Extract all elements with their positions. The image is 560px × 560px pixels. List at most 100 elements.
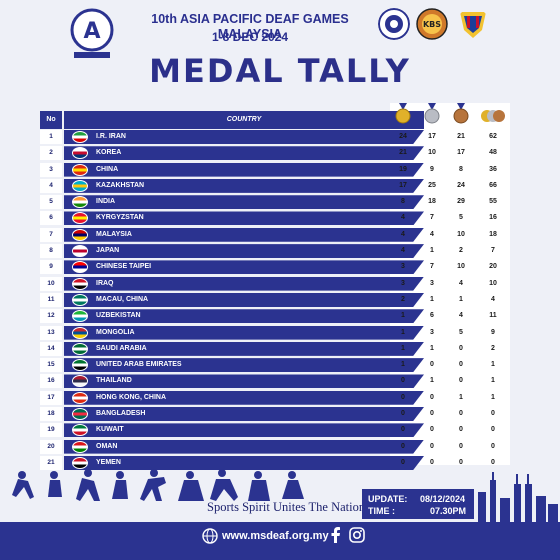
- table-row: 1 I.R. IRAN 24 17 21 62: [40, 129, 520, 145]
- gold-count: 0: [401, 377, 405, 385]
- gold-count: 3: [401, 263, 405, 271]
- rank-number: 20: [40, 439, 62, 454]
- gold-count: 0: [401, 426, 405, 434]
- total-count: 2: [491, 344, 495, 352]
- instagram-icon[interactable]: [349, 527, 365, 543]
- country-flag-icon: [72, 245, 88, 258]
- rank-number: 21: [40, 455, 62, 470]
- facebook-icon[interactable]: [328, 527, 342, 543]
- country-flag-icon: [72, 147, 88, 160]
- country-flag-icon: [72, 375, 88, 388]
- gold-count: 3: [401, 279, 405, 287]
- kbs-logo-icon: KBS: [416, 8, 448, 40]
- column-header-no: No: [40, 111, 62, 129]
- rank-number: 8: [40, 244, 62, 259]
- update-label: UPDATE:: [368, 494, 408, 504]
- country-cell: I.R. IRAN: [64, 130, 424, 144]
- medal-table: No COUNTRY 1 I.R. IRAN 24 17 21 62 2 KOREA 21 10 1…: [40, 103, 520, 471]
- country-cell: YEMEN: [64, 455, 424, 470]
- gold-count: 2: [401, 295, 405, 303]
- kl-skyline-icon: [478, 472, 558, 525]
- gold-count: 1: [401, 344, 405, 352]
- country-cell: MALAYSIA: [64, 227, 424, 242]
- country-name: MALAYSIA: [96, 230, 132, 238]
- total-medals-icon: [481, 110, 505, 122]
- country-name: MONGOLIA: [96, 328, 135, 336]
- country-flag-icon: [72, 359, 88, 372]
- gold-count: 17: [399, 181, 407, 189]
- country-name: KYRGYZSTAN: [96, 214, 144, 222]
- country-name: UZBEKISTAN: [96, 312, 141, 320]
- country-name: JAPAN: [96, 247, 120, 255]
- silver-medal-icon: [424, 103, 440, 124]
- bronze-count: 0: [459, 426, 463, 434]
- country-flag-icon: [72, 277, 88, 290]
- rank-number: 7: [40, 227, 62, 242]
- country-flag-icon: [72, 456, 88, 469]
- country-cell: CHINESE TAIPEI: [64, 260, 424, 275]
- silver-count: 3: [430, 328, 434, 336]
- svg-text:KBS: KBS: [423, 20, 441, 29]
- silver-count: 1: [430, 247, 434, 255]
- country-cell: BANGLADESH: [64, 407, 424, 422]
- country-cell: MONGOLIA: [64, 325, 424, 340]
- bronze-count: 10: [457, 230, 465, 238]
- table-row: 7 MALAYSIA 4 4 10 18: [40, 227, 520, 243]
- update-time: 07.30PM: [430, 506, 467, 516]
- country-name: KOREA: [96, 149, 122, 157]
- total-count: 1: [491, 377, 495, 385]
- bronze-count: 2: [459, 247, 463, 255]
- country-flag-icon: [72, 261, 88, 274]
- country-name: HONG KONG, CHINA: [96, 393, 166, 401]
- country-flag-icon: [72, 179, 88, 192]
- gold-count: 1: [401, 312, 405, 320]
- silver-count: 18: [428, 198, 436, 206]
- country-flag-icon: [72, 342, 88, 355]
- country-flag-icon: [72, 196, 88, 209]
- table-row: 8 JAPAN 4 1 2 7: [40, 243, 520, 259]
- bronze-count: 0: [459, 344, 463, 352]
- country-cell: THAILAND: [64, 374, 424, 389]
- rank-number: 3: [40, 162, 62, 177]
- table-row: 18 BANGLADESH 0 0 0 0: [40, 406, 520, 422]
- total-count: 0: [491, 410, 495, 418]
- silver-count: 7: [430, 214, 434, 222]
- silver-count: 7: [430, 263, 434, 271]
- country-flag-icon: [72, 424, 88, 437]
- total-count: 20: [489, 263, 497, 271]
- total-count: 0: [491, 442, 495, 450]
- gold-count: 1: [401, 361, 405, 369]
- bronze-count: 4: [459, 312, 463, 320]
- table-row: 4 KAZAKHSTAN 17 25 24 66: [40, 178, 520, 194]
- country-cell: UNITED ARAB EMIRATES: [64, 358, 424, 373]
- table-row: 10 IRAQ 3 3 4 10: [40, 276, 520, 292]
- rank-number: 17: [40, 390, 62, 405]
- bronze-count: 0: [459, 410, 463, 418]
- country-cell: KAZAKHSTAN: [64, 178, 424, 193]
- silver-count: 3: [430, 279, 434, 287]
- silver-count: 0: [430, 458, 434, 466]
- total-count: 11: [489, 312, 497, 320]
- silver-count: 0: [430, 361, 434, 369]
- rank-number: 2: [40, 146, 62, 161]
- bronze-count: 29: [457, 198, 465, 206]
- table-row: 3 CHINA 19 9 8 36: [40, 162, 520, 178]
- gold-count: 19: [399, 165, 407, 173]
- table-row: 13 MONGOLIA 1 3 5 9: [40, 325, 520, 341]
- deaf-sports-logo-icon: [378, 8, 410, 40]
- total-count: 9: [491, 328, 495, 336]
- total-count: 18: [489, 230, 497, 238]
- event-dates: 1-8 DEC 2024: [211, 30, 289, 44]
- rank-number: 10: [40, 276, 62, 291]
- gold-count: 8: [401, 198, 405, 206]
- silver-count: 0: [430, 442, 434, 450]
- total-count: 4: [491, 295, 495, 303]
- country-name: MACAU, CHINA: [96, 295, 149, 303]
- bronze-medal-icon: [453, 103, 469, 124]
- gold-count: 4: [401, 214, 405, 222]
- table-row: 16 THAILAND 0 1 0 1: [40, 373, 520, 389]
- total-count: 55: [489, 198, 497, 206]
- gold-count: 0: [401, 410, 405, 418]
- website-link[interactable]: www.msdeaf.org.my: [222, 530, 329, 542]
- country-flag-icon: [72, 440, 88, 453]
